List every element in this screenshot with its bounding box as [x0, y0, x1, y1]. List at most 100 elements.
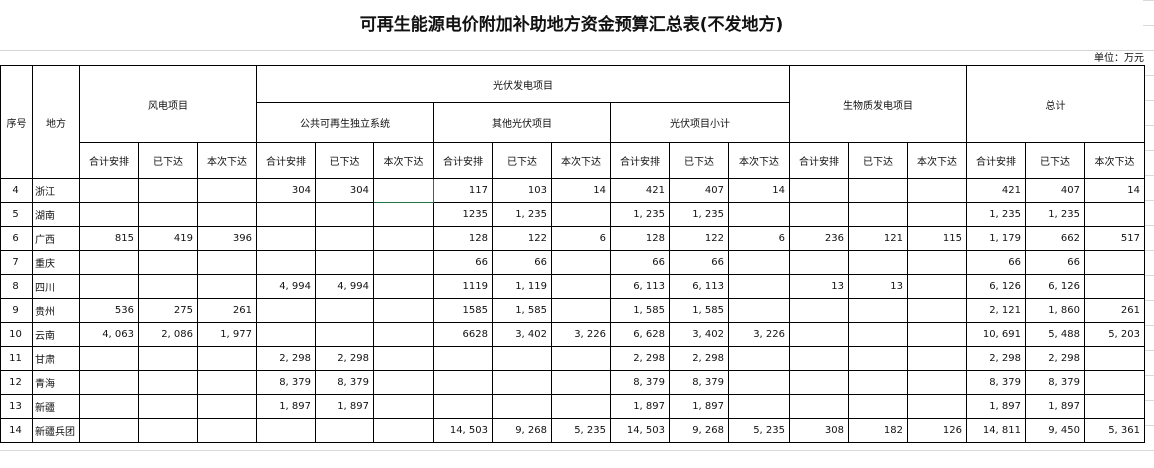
header-pv-public-sub[interactable]: 已下达	[315, 142, 374, 179]
cell-wind[interactable]	[79, 370, 139, 395]
cell-total[interactable]: 66	[966, 250, 1026, 275]
cell-pv-public[interactable]	[373, 346, 434, 371]
cell-pv-public[interactable]	[373, 322, 434, 347]
cell-biomass[interactable]	[907, 394, 967, 419]
cell-pv-public[interactable]	[315, 202, 374, 227]
cell-pv-other[interactable]	[551, 250, 611, 275]
cell-biomass[interactable]: 13	[848, 274, 908, 299]
cell-wind[interactable]	[197, 250, 257, 275]
header-pv-subtotal-sub[interactable]: 合计安排	[610, 142, 670, 179]
cell-pv-other[interactable]: 117	[433, 178, 493, 203]
cell-region[interactable]: 甘肃	[32, 346, 80, 371]
cell-total[interactable]: 407	[1025, 178, 1085, 203]
header-biomass-sub[interactable]: 本次下达	[907, 142, 967, 179]
cell-pv-subtotal[interactable]: 1, 585	[669, 298, 729, 323]
cell-pv-subtotal[interactable]: 6, 113	[610, 274, 670, 299]
cell-pv-public[interactable]	[373, 226, 434, 251]
cell-biomass[interactable]: 126	[907, 418, 967, 443]
cell-biomass[interactable]: 236	[789, 226, 849, 251]
cell-pv-subtotal[interactable]: 6	[728, 226, 790, 251]
cell-pv-subtotal[interactable]: 14	[728, 178, 790, 203]
cell-pv-subtotal[interactable]: 66	[610, 250, 670, 275]
cell-pv-public[interactable]	[256, 322, 316, 347]
cell-total[interactable]: 2, 298	[966, 346, 1026, 371]
cell-wind[interactable]	[197, 418, 257, 443]
cell-pv-other[interactable]: 3, 402	[492, 322, 552, 347]
cell-pv-public[interactable]	[256, 226, 316, 251]
cell-region[interactable]: 新疆兵团	[32, 418, 80, 443]
cell-biomass[interactable]	[789, 370, 849, 395]
cell-region[interactable]: 四川	[32, 274, 80, 299]
cell-pv-subtotal[interactable]: 3, 226	[728, 322, 790, 347]
cell-pv-public[interactable]: 304	[256, 178, 316, 203]
cell-pv-public[interactable]: 1, 897	[315, 394, 374, 419]
cell-biomass[interactable]	[907, 250, 967, 275]
cell-pv-other[interactable]: 14, 503	[433, 418, 493, 443]
cell-seq[interactable]: 7	[0, 250, 33, 275]
cell-pv-other[interactable]	[433, 394, 493, 419]
cell-wind[interactable]	[138, 418, 198, 443]
cell-pv-other[interactable]	[551, 346, 611, 371]
cell-biomass[interactable]	[848, 370, 908, 395]
cell-pv-other[interactable]	[492, 370, 552, 395]
cell-region[interactable]: 青海	[32, 370, 80, 395]
cell-region[interactable]: 湖南	[32, 202, 80, 227]
cell-pv-subtotal[interactable]: 2, 298	[669, 346, 729, 371]
cell-total[interactable]: 1, 179	[966, 226, 1026, 251]
cell-total[interactable]: 8, 379	[966, 370, 1026, 395]
cell-biomass[interactable]	[789, 346, 849, 371]
cell-wind[interactable]	[138, 178, 198, 203]
cell-seq[interactable]: 5	[0, 202, 33, 227]
header-seq[interactable]: 序号	[0, 65, 33, 179]
header-wind-sub[interactable]: 已下达	[138, 142, 198, 179]
cell-wind[interactable]	[79, 418, 139, 443]
cell-biomass[interactable]	[848, 202, 908, 227]
cell-pv-public[interactable]	[256, 250, 316, 275]
cell-pv-public[interactable]	[373, 250, 434, 275]
cell-pv-subtotal[interactable]: 14, 503	[610, 418, 670, 443]
cell-pv-other[interactable]: 128	[433, 226, 493, 251]
cell-total[interactable]: 5, 488	[1025, 322, 1085, 347]
cell-biomass[interactable]	[789, 178, 849, 203]
cell-total[interactable]	[1084, 346, 1145, 371]
cell-biomass[interactable]	[848, 346, 908, 371]
cell-pv-subtotal[interactable]	[728, 250, 790, 275]
cell-total[interactable]: 1, 235	[1025, 202, 1085, 227]
cell-total[interactable]: 517	[1084, 226, 1145, 251]
cell-wind[interactable]: 536	[79, 298, 139, 323]
cell-wind[interactable]: 396	[197, 226, 257, 251]
cell-pv-subtotal[interactable]: 407	[669, 178, 729, 203]
cell-pv-subtotal[interactable]	[728, 274, 790, 299]
cell-biomass[interactable]	[848, 298, 908, 323]
cell-pv-public[interactable]	[315, 322, 374, 347]
cell-wind[interactable]: 419	[138, 226, 198, 251]
cell-biomass[interactable]: 13	[789, 274, 849, 299]
cell-region[interactable]: 云南	[32, 322, 80, 347]
cell-pv-other[interactable]	[551, 202, 611, 227]
cell-biomass[interactable]	[907, 202, 967, 227]
cell-biomass[interactable]: 308	[789, 418, 849, 443]
cell-pv-subtotal[interactable]: 122	[669, 226, 729, 251]
cell-pv-public[interactable]: 4, 994	[315, 274, 374, 299]
cell-wind[interactable]	[79, 250, 139, 275]
header-total[interactable]: 总计	[966, 65, 1145, 143]
cell-wind[interactable]	[197, 346, 257, 371]
cell-pv-other[interactable]	[551, 274, 611, 299]
header-pv-public-sub[interactable]: 本次下达	[373, 142, 434, 179]
cell-biomass[interactable]	[848, 250, 908, 275]
cell-wind[interactable]	[197, 202, 257, 227]
cell-wind[interactable]	[79, 394, 139, 419]
cell-total[interactable]: 1, 897	[966, 394, 1026, 419]
cell-pv-other[interactable]: 6628	[433, 322, 493, 347]
cell-biomass[interactable]	[789, 250, 849, 275]
cell-pv-other[interactable]	[433, 370, 493, 395]
cell-total[interactable]: 421	[966, 178, 1026, 203]
cell-biomass[interactable]	[789, 202, 849, 227]
cell-pv-subtotal[interactable]	[728, 346, 790, 371]
header-biomass[interactable]: 生物质发电项目	[789, 65, 967, 143]
cell-total[interactable]	[1084, 250, 1145, 275]
cell-pv-public[interactable]: 304	[315, 178, 374, 203]
cell-wind[interactable]	[79, 202, 139, 227]
cell-wind[interactable]	[138, 370, 198, 395]
cell-wind[interactable]	[197, 178, 257, 203]
